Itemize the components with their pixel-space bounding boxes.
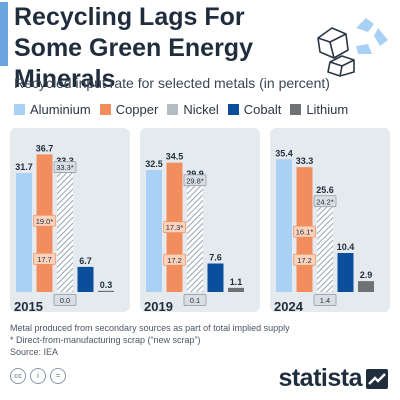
bar-aluminium-2024 [276,159,292,292]
old-scrap-box-copper-2019 [163,253,186,266]
value-label-nickel-2015: 33.3 [56,156,74,166]
old-scrap-box-nickel-2015 [53,294,77,306]
license-icons: cc i = [10,368,70,384]
new-scrap-box-copper-2024 [293,225,316,238]
old-scrap-box-nickel-2024 [313,294,337,306]
value-label-cobalt-2024: 10.4 [337,242,355,252]
value-label-aluminium-2015: 31.7 [15,162,33,172]
bar-lithium-2019 [228,287,244,292]
legend-label-cobalt: Cobalt [243,102,282,117]
old-scrap-label-nickel-2019: 0.1 [190,296,200,305]
new-scrap-label-copper-2019: 17.3* [166,223,184,232]
legend-label-copper: Copper [115,102,159,117]
value-label-copper-2015: 36.7 [36,143,54,153]
legend-swatch-nickel [167,104,179,115]
new-scrap-label-copper-2015: 19.0* [36,217,54,226]
legend-label-aluminium: Aluminium [30,102,91,117]
new-scrap-box-copper-2015 [33,214,56,227]
recycling-minerals-icon [317,18,388,77]
old-scrap-label-copper-2015: 17.7 [37,255,52,264]
legend-item-lithium: Lithium [290,102,348,117]
footnotes: Metal produced from secondary sources as… [10,322,290,358]
legend-label-lithium: Lithium [306,102,349,117]
bar-nickel-2015 [57,167,73,292]
new-scrap-box-nickel-2024 [313,195,337,208]
new-scrap-label-nickel-2019: 29.8* [186,176,204,185]
value-label-lithium-2019: 1.1 [230,277,243,287]
bar-aluminium-2015 [16,173,32,292]
new-scrap-box-copper-2019 [163,221,186,233]
bar-nickel-2024 [317,196,333,292]
old-scrap-label-nickel-2024: 1.4 [320,296,330,305]
value-label-nickel-2019: 29.9 [186,169,204,179]
legend-label-nickel: Nickel [183,102,219,117]
legend-swatch-lithium [290,104,302,115]
old-scrap-label-nickel-2015: 0.0 [60,296,70,305]
creative-commons-icon[interactable]: cc [10,368,26,384]
bar-lithium-2024 [358,281,374,292]
value-label-cobalt-2019: 7.6 [209,253,222,263]
bar-aluminium-2019 [146,170,162,292]
statista-mark-icon [366,368,388,389]
new-scrap-label-nickel-2015: 33.3* [56,163,74,172]
bar-cobalt-2024 [337,253,354,292]
value-label-copper-2024: 33.3 [296,156,314,166]
bar-chart: 201531.736.719.0*17.733.333.3*0.06.70.32… [10,128,390,314]
value-label-aluminium-2024: 35.4 [275,148,293,158]
legend-item-copper: Copper [99,102,159,117]
chart-subtitle: Recycled input rate for selected metals … [14,75,330,91]
value-label-aluminium-2019: 32.5 [145,159,163,169]
new-scrap-box-nickel-2019 [183,174,207,187]
year-label-2024: 2024 [274,299,304,314]
bar-nickel-2019 [187,179,203,292]
old-scrap-label-copper-2024: 17.2 [297,256,312,265]
source-note: Source: IEA [10,347,59,357]
footnote-new-scrap: * Direct-from-manufacturing scrap (“new … [10,335,201,345]
old-scrap-label-copper-2019: 17.2 [167,256,182,265]
value-label-copper-2019: 34.5 [166,152,184,162]
old-scrap-box-copper-2024 [293,253,316,266]
year-label-2019: 2019 [144,299,173,314]
legend-swatch-cobalt [227,104,239,115]
year-label-2015: 2015 [14,299,43,314]
bar-lithium-2015 [98,290,114,292]
value-label-lithium-2015: 0.3 [100,280,113,290]
value-label-lithium-2024: 2.9 [360,270,373,280]
old-scrap-box-copper-2015 [33,252,56,265]
new-scrap-label-nickel-2024: 24.2* [316,197,334,206]
bar-cobalt-2015 [77,266,94,292]
brand-logo[interactable]: statista [278,364,388,393]
legend-item-cobalt: Cobalt [227,102,282,117]
legend-item-nickel: Nickel [167,102,219,117]
value-label-cobalt-2015: 6.7 [79,256,92,266]
new-scrap-label-copper-2024: 16.1* [296,228,314,237]
brand-name: statista [278,364,362,392]
footnote-definition: Metal produced from secondary sources as… [10,323,290,333]
legend-swatch-aluminium [14,104,25,115]
new-scrap-box-nickel-2015 [53,161,77,173]
chart-title: Recycling Lags For Some Green Energy Min… [14,3,253,93]
legend-item-aluminium: Aluminium [14,102,91,117]
title-accent-bar [0,2,8,66]
legend-swatch-copper [99,104,111,115]
legend: Aluminium Copper Nickel Cobalt Lithium [14,102,357,117]
attribution-icon[interactable]: i [30,368,46,384]
bar-cobalt-2019 [207,263,224,292]
value-label-nickel-2024: 25.6 [316,185,334,195]
no-derivatives-icon[interactable]: = [50,368,66,384]
old-scrap-box-nickel-2019 [183,294,207,306]
